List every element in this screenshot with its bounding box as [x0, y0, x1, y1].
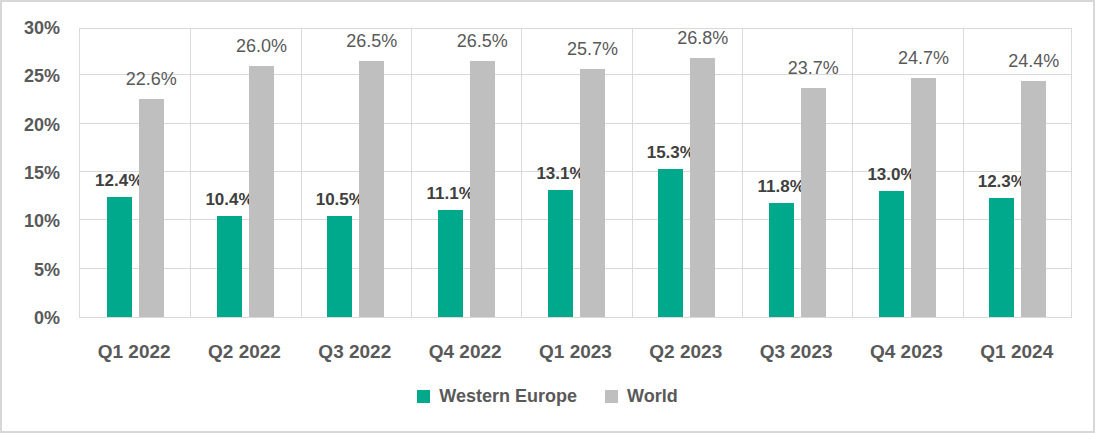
bar-rect [690, 58, 715, 317]
data-label: 15.3% [647, 143, 695, 163]
bar-rect [359, 61, 384, 317]
bar-western-europe: 11.8% [769, 203, 794, 317]
bar-world: 26.0% [249, 66, 274, 317]
y-tick-label: 0% [2, 307, 60, 329]
bar-western-europe: 10.5% [327, 216, 352, 318]
bar-western-europe: 13.1% [548, 190, 573, 317]
data-label: 10.5% [316, 190, 364, 210]
bar-rect [327, 216, 352, 318]
legend: Western Europe World [2, 386, 1093, 407]
data-label: 26.5% [346, 31, 397, 52]
chart-frame: 0%5%10%15%20%25%30% 12.4%22.6%10.4%26.0%… [0, 0, 1095, 433]
bar-western-europe: 13.0% [879, 191, 904, 317]
category-label: Q1 2022 [79, 341, 189, 363]
bar-world: 24.4% [1021, 81, 1046, 317]
x-axis: Q1 2022Q2 2022Q3 2022Q4 2022Q1 2023Q2 20… [79, 341, 1072, 363]
bar-world: 24.7% [911, 78, 936, 317]
y-tick-label: 30% [2, 17, 60, 39]
y-tick-label: 20% [2, 114, 60, 136]
bar-rect [580, 69, 605, 317]
bar-rect [548, 190, 573, 317]
bar-rect [438, 210, 463, 317]
bar-rect [911, 78, 936, 317]
bar-western-europe: 12.3% [989, 198, 1014, 317]
bar-rect [658, 169, 683, 317]
category-cell: 11.1%26.5% [411, 29, 521, 317]
category-cell: 12.4%22.6% [80, 29, 190, 317]
data-label: 26.5% [457, 31, 508, 52]
category-cell: 13.1%25.7% [521, 29, 631, 317]
legend-swatch-icon [417, 390, 430, 403]
bar-rect [470, 61, 495, 317]
bar-world: 23.7% [801, 88, 826, 317]
bar-western-europe: 15.3% [658, 169, 683, 317]
y-tick-label: 10% [2, 210, 60, 232]
category-cell: 12.3%24.4% [963, 29, 1073, 317]
legend-item: World [605, 386, 678, 407]
category-label: Q2 2022 [189, 341, 299, 363]
legend-label: World [627, 386, 678, 407]
category-cell: 11.8%23.7% [742, 29, 852, 317]
data-label: 25.7% [567, 39, 618, 60]
data-label: 13.1% [536, 164, 584, 184]
data-label: 12.3% [978, 172, 1026, 192]
data-label: 22.6% [126, 69, 177, 90]
bar-rect [801, 88, 826, 317]
bar-western-europe: 12.4% [107, 197, 132, 317]
bar-western-europe: 10.4% [217, 216, 242, 317]
bar-rect [879, 191, 904, 317]
category-label: Q2 2023 [631, 341, 741, 363]
data-label: 10.4% [205, 190, 253, 210]
bar-world: 26.8% [690, 58, 715, 317]
data-label: 12.4% [95, 171, 143, 191]
category-label: Q3 2023 [741, 341, 851, 363]
bar-rect [1021, 81, 1046, 317]
bar-rect [107, 197, 132, 317]
bar-rect [989, 198, 1014, 317]
bar-world: 22.6% [139, 99, 164, 317]
bar-rect [217, 216, 242, 317]
data-label: 11.1% [427, 184, 474, 204]
bar-western-europe: 11.1% [438, 210, 463, 317]
bar-world: 25.7% [580, 69, 605, 317]
data-label: 26.0% [236, 36, 287, 57]
data-label: 26.8% [677, 28, 728, 49]
y-tick-label: 25% [2, 65, 60, 87]
y-tick-label: 5% [2, 259, 60, 281]
category-label: Q1 2024 [962, 341, 1072, 363]
category-label: Q1 2023 [520, 341, 630, 363]
data-label: 24.4% [1008, 51, 1059, 72]
category-label: Q4 2023 [851, 341, 961, 363]
category-cell: 10.4%26.0% [190, 29, 300, 317]
bar-rect [139, 99, 164, 317]
data-label: 24.7% [898, 48, 949, 69]
bar-rect [249, 66, 274, 317]
category-label: Q3 2022 [300, 341, 410, 363]
y-tick-label: 15% [2, 162, 60, 184]
data-label: 23.7% [788, 58, 839, 79]
category-cell: 13.0%24.7% [852, 29, 962, 317]
plot-area: 12.4%22.6%10.4%26.0%10.5%26.5%11.1%26.5%… [79, 28, 1072, 318]
bar-rect [769, 203, 794, 317]
category-cell: 15.3%26.8% [632, 29, 742, 317]
bar-world: 26.5% [470, 61, 495, 317]
data-label: 11.8% [758, 177, 805, 197]
legend-label: Western Europe [439, 386, 577, 407]
category-cell: 10.5%26.5% [301, 29, 411, 317]
bar-world: 26.5% [359, 61, 384, 317]
legend-item: Western Europe [417, 386, 577, 407]
data-label: 13.0% [867, 165, 915, 185]
category-label: Q4 2022 [410, 341, 520, 363]
legend-swatch-icon [605, 390, 618, 403]
